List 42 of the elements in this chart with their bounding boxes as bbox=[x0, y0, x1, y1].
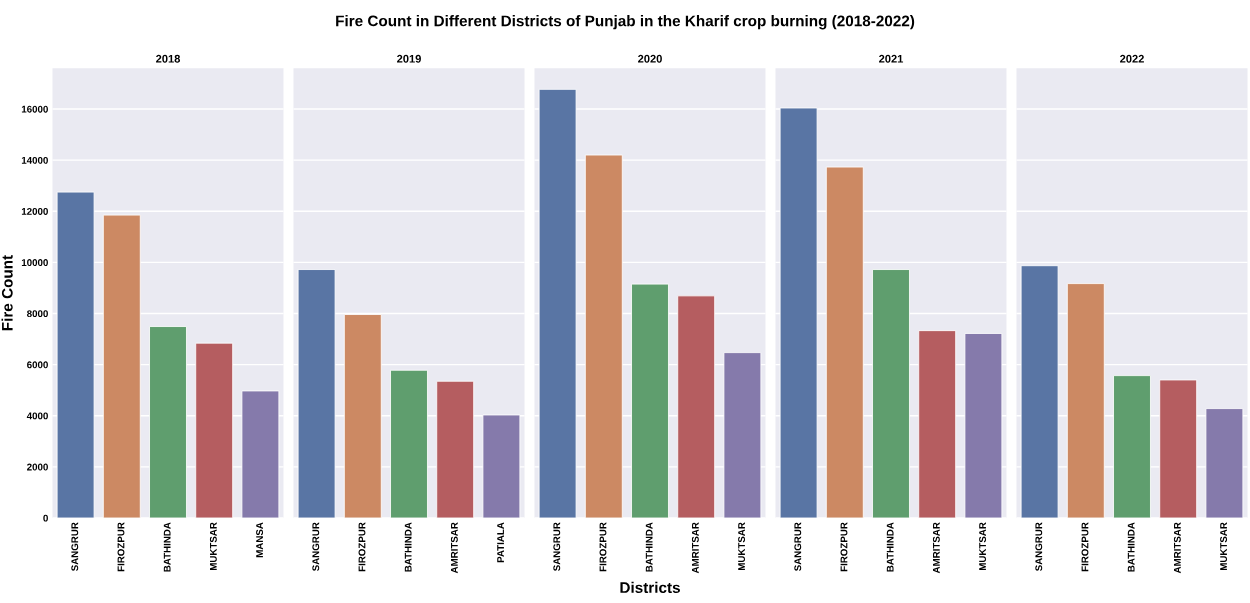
x-tick-label: BATHINDA bbox=[1127, 522, 1135, 572]
x-tick-label: AMRITSAR bbox=[691, 522, 699, 574]
x-tick-label: SANGRUR bbox=[1035, 522, 1043, 572]
x-axis-title: Districts bbox=[620, 581, 680, 594]
x-tick-label: SANGRUR bbox=[553, 522, 561, 572]
x-tick-label: FIROZPUR bbox=[117, 522, 125, 572]
y-tick-label: 12000 bbox=[21, 208, 48, 215]
y-tick-label: 10000 bbox=[21, 259, 48, 267]
text: Fire Count in Different Districts of Punjab in the Kharif crop burning (2018-2022) bbox=[336, 15, 915, 30]
y-tick-label: 14000 bbox=[21, 156, 48, 164]
chart-title: 2020 bbox=[638, 54, 662, 63]
x-tick-label: MUKTSAR bbox=[738, 522, 746, 571]
x-tick-label: SANGRUR bbox=[71, 522, 79, 572]
y-tick-label: 8000 bbox=[27, 310, 48, 318]
x-tick-label: FIROZPUR bbox=[1081, 522, 1089, 572]
y-tick-label: 4000 bbox=[26, 412, 48, 420]
y-tick-label: 2000 bbox=[27, 463, 48, 471]
x-tick-label: BATHINDA bbox=[886, 522, 894, 572]
x-tick-label: AMRITSAR bbox=[450, 522, 458, 574]
chart-title: 2018 bbox=[156, 54, 181, 63]
x-tick-label: FIROZPUR bbox=[840, 522, 848, 572]
y-tick-label: 6000 bbox=[27, 361, 48, 369]
x-tick-label: MANSA bbox=[256, 522, 264, 558]
chart-title: 2022 bbox=[1120, 54, 1144, 63]
x-tick-label: FIROZPUR bbox=[358, 522, 366, 572]
x-tick-label: FIROZPUR bbox=[599, 522, 607, 572]
x-tick-label: BATHINDA bbox=[645, 522, 653, 572]
y-tick-label: 0 bbox=[43, 514, 48, 522]
x-tick-label: AMRITSAR bbox=[932, 522, 940, 574]
x-tick-label: BATHINDA bbox=[404, 522, 412, 572]
x-tick-label: MUKTSAR bbox=[209, 522, 217, 571]
x-tick-label: BATHINDA bbox=[163, 522, 171, 572]
x-tick-label: SANGRUR bbox=[794, 522, 802, 572]
y-axis-title: Fire Count bbox=[1, 255, 13, 331]
x-tick-label: SANGRUR bbox=[312, 522, 320, 572]
chart-title: 2021 bbox=[879, 54, 904, 63]
y-tick-label: 16000 bbox=[21, 105, 48, 113]
chart-title: 2019 bbox=[397, 54, 421, 63]
x-tick-label: PATIALA bbox=[497, 522, 504, 563]
x-tick-label: MUKTSAR bbox=[1220, 522, 1228, 571]
x-tick-label: AMRITSAR bbox=[1173, 522, 1181, 574]
x-tick-label: MUKTSAR bbox=[979, 522, 987, 571]
